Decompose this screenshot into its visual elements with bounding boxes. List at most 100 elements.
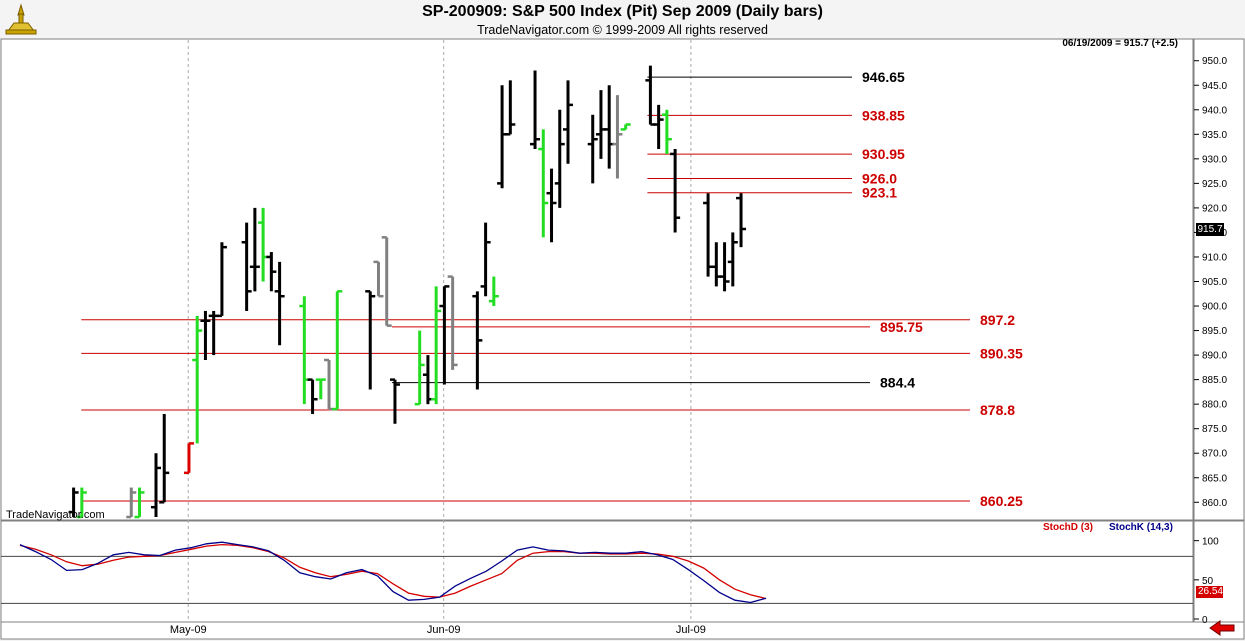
- ohlc-bar: [365, 290, 376, 390]
- stoch-k-legend: StochK (14,3): [1109, 522, 1173, 533]
- date-label: Jul-09: [676, 624, 706, 636]
- stochastic-axis: [1193, 520, 1245, 623]
- level-label: 930.95: [862, 146, 905, 162]
- price-tick-label: 945.0: [1202, 81, 1227, 92]
- level-label: 897.2: [980, 312, 1015, 328]
- ohlc-bar: [563, 80, 573, 164]
- ohlc-bar: [159, 413, 170, 504]
- price-panel[interactable]: [0, 38, 1194, 521]
- watermark: TradeNavigator.com: [6, 509, 105, 521]
- stoch-d-legend: StochD (3): [1043, 522, 1093, 533]
- stoch-series-line: [19, 541, 767, 604]
- ohlc-bar: [530, 70, 541, 150]
- price-tick-label: 925.0: [1202, 179, 1227, 190]
- ohlc-bar: [538, 129, 549, 238]
- price-tick-label: 900.0: [1202, 302, 1227, 313]
- ohlc-bar: [183, 442, 194, 475]
- stochastic-lines: [1, 541, 1193, 604]
- ohlc-bar: [307, 378, 318, 414]
- price-tick-label: 895.0: [1202, 326, 1227, 337]
- ohlc-bar: [488, 276, 499, 307]
- date-axis: [0, 621, 1245, 640]
- chart-subtitle: TradeNavigator.com © 1999-2009 All right…: [477, 23, 768, 37]
- level-label: 878.8: [980, 402, 1015, 418]
- price-tick-label: 905.0: [1202, 277, 1227, 288]
- stochastic-panel[interactable]: [0, 520, 1194, 623]
- level-label: 938.85: [862, 107, 905, 123]
- ohlc-bar: [587, 114, 598, 184]
- ohlc-bar: [414, 330, 425, 406]
- date-label: May-09: [170, 624, 207, 636]
- ohlc-bar: [126, 487, 137, 519]
- ohlc-bar: [447, 275, 458, 370]
- ohlc-bar: [200, 310, 211, 360]
- ohlc-bar: [216, 242, 227, 318]
- ohlc-bar: [620, 123, 631, 131]
- price-readout: 06/19/2009 = 915.7 (+2.5): [1062, 38, 1178, 49]
- stoch-series-line: [19, 543, 767, 600]
- price-tick-label: 875.0: [1202, 424, 1227, 435]
- level-label: 926.0: [862, 170, 897, 186]
- level-label: 895.75: [880, 319, 923, 335]
- ohlc-bar: [68, 487, 79, 517]
- ohlc-bar: [472, 291, 483, 390]
- level-label: 890.35: [980, 345, 1023, 361]
- ohlc-bar: [76, 487, 87, 519]
- price-tick-label: 890.0: [1202, 351, 1227, 362]
- ohlc-bar: [653, 104, 664, 150]
- chart-title: SP-200909: S&P 500 Index (Pit) Sep 2009 …: [422, 3, 823, 20]
- price-axis-ticks: 860.0 865.0 870.0 875.0 880.0 885.0 890.0 895.0…: [1194, 56, 1227, 509]
- ohlc-bar: [661, 109, 672, 154]
- stoch-value-tag: 26.54: [1196, 586, 1223, 598]
- stoch-tick-label: 0: [1202, 615, 1208, 626]
- last-price-tag: 915.7: [1196, 223, 1224, 236]
- ohlc-bar: [480, 222, 491, 297]
- level-label: 860.25: [980, 493, 1023, 509]
- ohlc-bar: [134, 487, 145, 519]
- ohlc-bar: [612, 95, 623, 179]
- ohlc-bar: [389, 378, 400, 424]
- price-tick-label: 860.0: [1202, 498, 1227, 509]
- price-tick-label: 930.0: [1202, 154, 1227, 165]
- stoch-tick-label: 100: [1202, 537, 1219, 548]
- stoch-tick-label: 50: [1202, 576, 1214, 587]
- ohlc-bar: [736, 193, 747, 248]
- price-tick-label: 950.0: [1202, 56, 1227, 67]
- ohlc-bar: [439, 285, 450, 385]
- date-labels: May-09 Jun-09 Jul-09: [170, 624, 706, 636]
- ohlc-bars: [68, 65, 747, 519]
- level-label: 884.4: [880, 375, 915, 391]
- ohlc-bar: [192, 315, 203, 444]
- ohlc-bar: [727, 232, 738, 287]
- ohlc-bar: [249, 207, 260, 292]
- scroll-left-arrow-icon[interactable]: [1208, 620, 1236, 636]
- date-label: Jun-09: [427, 624, 461, 636]
- price-tick-label: 920.0: [1202, 203, 1227, 214]
- ohlc-bar: [315, 378, 326, 400]
- ohlc-bar: [381, 236, 392, 327]
- level-label: 946.65: [862, 69, 905, 85]
- price-tick-label: 935.0: [1202, 130, 1227, 141]
- ohlc-bar: [274, 261, 285, 346]
- ohlc-bar: [332, 290, 343, 411]
- ohlc-bar: [505, 80, 516, 136]
- tradenavigator-logo-icon: [4, 3, 38, 35]
- price-tick-label: 885.0: [1202, 375, 1227, 386]
- price-tick-label: 940.0: [1202, 105, 1227, 116]
- price-tick-label: 865.0: [1202, 473, 1227, 484]
- ohlc-bar: [670, 149, 681, 233]
- price-tick-label: 870.0: [1202, 449, 1227, 460]
- ohlc-bar: [266, 252, 277, 292]
- price-tick-label: 880.0: [1202, 400, 1227, 411]
- price-tick-label: 910.0: [1202, 252, 1227, 263]
- stochastic-axis-ticks: 100 50 0: [1194, 537, 1219, 626]
- level-label: 923.1: [862, 185, 897, 201]
- ohlc-bar: [373, 260, 384, 298]
- ohlc-bar: [546, 168, 557, 243]
- price-axis: [1193, 38, 1245, 521]
- ohlc-bar: [554, 109, 565, 208]
- ohlc-bar: [431, 286, 442, 405]
- ohlc-bar: [151, 453, 161, 517]
